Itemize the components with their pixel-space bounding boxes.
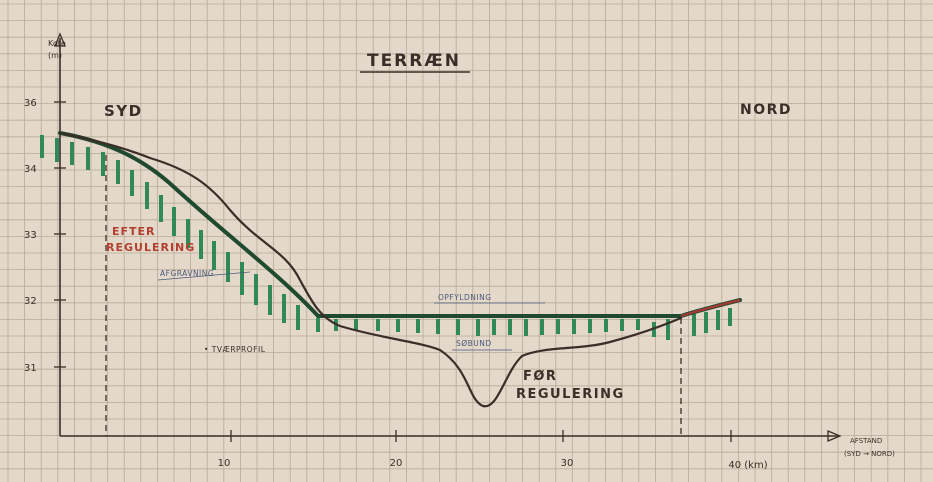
y-axis-label-line2: (m) [48, 51, 62, 60]
before-label-line1: FØR [523, 369, 557, 384]
y-tick-labels: 36 34 33 32 31 [24, 98, 37, 374]
after-label-line2: REGULERING [106, 241, 195, 254]
y-tick-label: 33 [24, 230, 37, 241]
y-tick-label: 31 [24, 363, 37, 374]
y-axis-ticks [54, 101, 66, 368]
south-label: SYD [104, 102, 143, 120]
x-tick-label: 30 [561, 458, 574, 469]
cut-label: AFGRAVNING [160, 269, 214, 278]
north-tie-in-line [680, 298, 741, 318]
x-tick-label: 40 (km) [728, 460, 767, 471]
after-label-line1: EFTER [112, 225, 156, 238]
y-axis-arrow [54, 32, 66, 47]
north-label: NORD [740, 102, 792, 118]
cross-profile-label: • TVÆRPROFIL [204, 345, 266, 354]
title-text: TERRÆN [367, 51, 461, 71]
y-tick-label: 34 [24, 164, 37, 175]
fill-label: OPFYLDNING [438, 293, 492, 302]
y-tick-label: 32 [24, 296, 37, 307]
x-tick-labels: 10 20 30 40 (km) [218, 458, 768, 471]
x-tick-label: 10 [218, 458, 231, 469]
y-tick-label: 36 [24, 98, 37, 109]
x-tick-label: 20 [390, 458, 403, 469]
x-axis-arrow [827, 430, 842, 442]
x-axis-ticks [230, 430, 732, 442]
y-axis-label-line1: Kote [48, 39, 66, 48]
before-regulation-profile [58, 131, 683, 408]
before-label-line2: REGULERING [516, 387, 625, 402]
lake-bed-label: SØBUND [456, 339, 492, 348]
cut-label-underline [157, 271, 251, 281]
x-axis-label-line2: (SYD → NORD) [844, 450, 895, 458]
x-axis-label-line1: AFSTAND [850, 437, 882, 445]
